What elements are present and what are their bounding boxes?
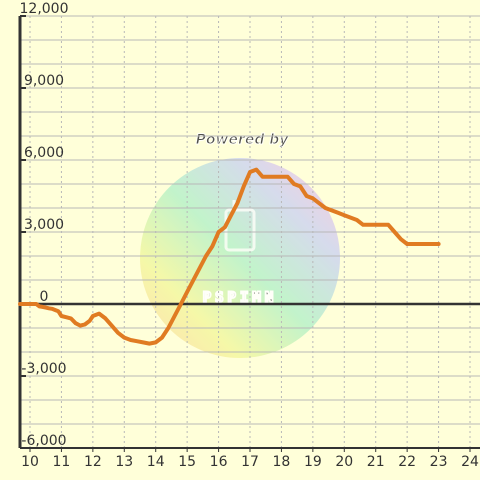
x-tick-label: 15 <box>178 454 196 470</box>
y-axis: -6,000 -3,000 0 3,000 6,000 9,000 12,000 <box>18 1 480 449</box>
x-tick-label: 14 <box>147 454 165 470</box>
x-tick-label: 19 <box>304 454 322 470</box>
x-tick-label: 22 <box>398 454 416 470</box>
series-line <box>18 167 441 346</box>
y-tick-label: -6,000 <box>21 433 66 449</box>
x-tick-label: 21 <box>367 454 385 470</box>
x-tick-label: 24 <box>461 454 479 470</box>
watermark-subtitle: PSPIMN <box>203 290 278 306</box>
x-tick-label: 18 <box>273 454 291 470</box>
x-tick-label: 12 <box>84 454 102 470</box>
x-tick-label: 17 <box>241 454 259 470</box>
watermark-title: Powered by <box>196 132 290 148</box>
series-group <box>18 167 441 346</box>
y-tick-label: 0 <box>40 289 49 305</box>
y-tick-label: -3,000 <box>21 361 66 377</box>
x-tick-label: 23 <box>430 454 448 470</box>
x-tick-label: 13 <box>115 454 133 470</box>
x-axis: 10 11 12 13 14 15 16 17 18 19 20 21 22 23 24 <box>20 447 480 470</box>
y-tick-label: 3,000 <box>24 217 64 233</box>
x-tick-label: 16 <box>210 454 228 470</box>
x-tick-label: 11 <box>53 454 71 470</box>
x-tick-label: 10 <box>21 454 39 470</box>
y-tick-label: 9,000 <box>24 73 64 89</box>
y-tick-label: 12,000 <box>20 1 69 17</box>
y-tick-label: 6,000 <box>24 145 64 161</box>
x-tick-label: 20 <box>335 454 353 470</box>
